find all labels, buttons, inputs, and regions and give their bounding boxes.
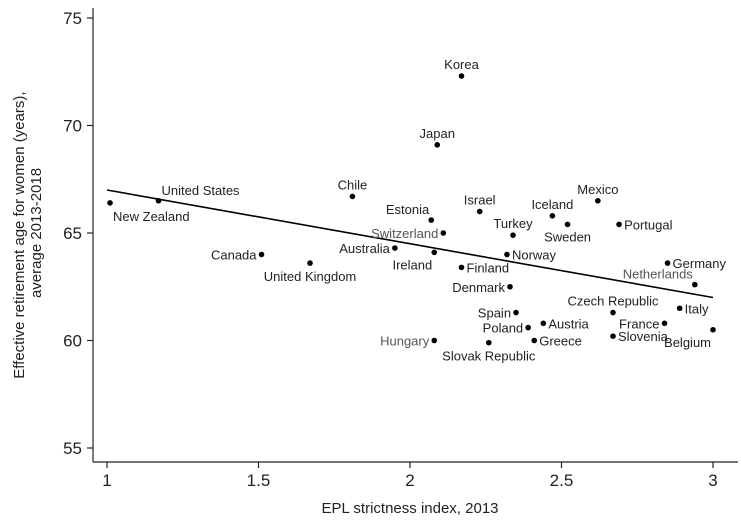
point-label: Hungary (380, 334, 430, 349)
data-point (610, 333, 616, 340)
point-label: Belgium (664, 335, 711, 350)
data-point (504, 251, 510, 258)
point-label: Portugal (624, 217, 673, 232)
point-label: Estonia (386, 202, 430, 217)
data-point (458, 73, 465, 79)
point-label: Switzerland (371, 226, 438, 241)
data-point (485, 339, 492, 346)
data-point (525, 324, 531, 331)
x-tick-label: 2.5 (550, 471, 574, 490)
trend-line (106, 189, 714, 299)
data-point (540, 320, 547, 327)
data-point (661, 320, 668, 327)
point-label: United States (162, 183, 241, 198)
point-label: Israel (464, 193, 496, 208)
point-label: Turkey (493, 216, 533, 231)
point-label: Iceland (531, 197, 573, 212)
point-label: Denmark (452, 280, 505, 295)
y-axis-title-line-1: Effective retirement age for women (year… (11, 91, 28, 378)
data-point (664, 260, 671, 266)
point-label: Chile (338, 177, 368, 192)
x-tick-label: 3 (708, 471, 717, 490)
point-label: Spain (478, 306, 511, 321)
point-label: Mexico (577, 182, 618, 197)
y-tick-label: 55 (63, 439, 82, 458)
data-point (349, 193, 356, 200)
data-point (710, 326, 716, 333)
point-label: Germany (673, 256, 727, 271)
point-label: Poland (483, 321, 523, 336)
data-point (431, 249, 438, 256)
point-label: Canada (211, 248, 257, 263)
data-point (458, 264, 465, 271)
x-tick-label: 1 (102, 471, 111, 490)
data-point (616, 221, 622, 228)
point-label: Finland (467, 260, 510, 275)
axes (92, 8, 738, 463)
y-axis-title: Effective retirement age for women (year… (11, 87, 45, 379)
y-axis-title-line-2: average 2013-2018 (28, 168, 45, 298)
data-point (510, 232, 516, 238)
data-point (513, 309, 519, 316)
y-tick-label: 65 (63, 224, 82, 243)
point-label: Sweden (544, 229, 591, 244)
data-point (434, 142, 441, 148)
x-tick-label: 1.5 (247, 471, 271, 490)
point-label: Czech Republic (567, 294, 659, 309)
data-point (392, 245, 398, 251)
point-label: Japan (420, 126, 455, 141)
point-label: Korea (444, 57, 479, 72)
data-point (507, 283, 513, 290)
y-tick-label: 60 (63, 332, 82, 351)
data-point (440, 230, 447, 236)
point-label: Norway (512, 248, 557, 263)
data-point (107, 200, 113, 206)
data-point (692, 281, 698, 288)
data-point (676, 305, 683, 312)
data-point (307, 260, 313, 266)
y-tick-label: 70 (63, 117, 82, 136)
data-point (155, 197, 162, 204)
point-label: Netherlands (623, 267, 694, 282)
data-point (595, 197, 601, 204)
data-point (531, 337, 538, 344)
point-label: Ireland (392, 257, 432, 272)
y-tick-label: 75 (63, 9, 82, 28)
data-point (549, 213, 556, 219)
data-point (476, 208, 483, 215)
point-label: France (619, 316, 659, 331)
point-label: United Kingdom (264, 269, 357, 284)
point-label: Australia (339, 241, 390, 256)
x-tick-label: 2 (405, 471, 414, 490)
point-label: Austria (548, 316, 589, 331)
point-label: Greece (539, 334, 582, 349)
tick-group: 1 1.5 2 2.5 3 55 60 65 70 75 (63, 9, 718, 490)
point-label: Slovenia (618, 329, 669, 344)
point-label: Slovak Republic (442, 349, 536, 364)
point-label: New Zealand (113, 209, 190, 224)
data-point (610, 309, 616, 316)
point-label: Italy (685, 301, 709, 316)
data-points: New Zealand United States Canada United Kin… (107, 57, 727, 364)
x-axis-title: EPL strictness index, 2013 (321, 500, 498, 517)
data-point (428, 217, 435, 223)
data-point (564, 221, 571, 228)
data-point (258, 251, 265, 258)
data-point (431, 337, 438, 344)
